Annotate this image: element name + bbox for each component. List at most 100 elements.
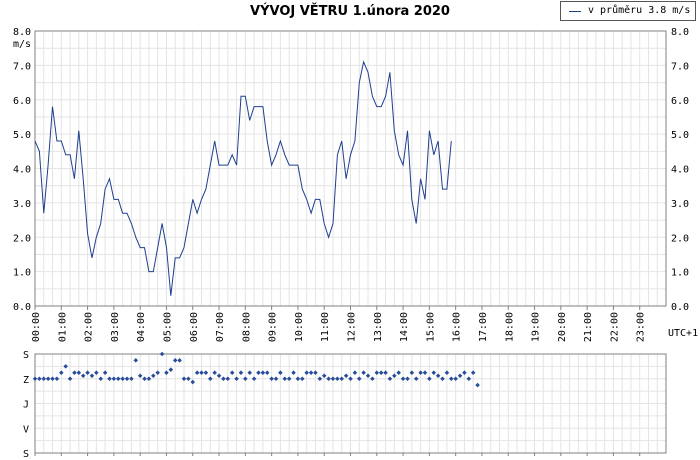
direction-point — [335, 376, 340, 382]
y-tick-label-right: 7.0 — [671, 61, 689, 72]
direction-point — [374, 370, 380, 375]
direction-point — [216, 373, 222, 378]
direction-point — [435, 373, 441, 378]
x-tick-label: 15:00 — [425, 312, 436, 342]
y-tick-label-right: 3.0 — [671, 199, 689, 210]
direction-point — [449, 376, 454, 382]
direction-point — [251, 376, 257, 382]
speed-panel: 0.0 0.0 1.0 1.0 2.0 2.0 3.0 3.0 4.0 4.0 5.0 5.0 6.0 6… — [13, 27, 689, 342]
direction-point — [190, 379, 196, 385]
y-tick-label-right: 6.0 — [671, 96, 689, 107]
x-tick-label: 14:00 — [399, 312, 410, 342]
direction-point — [172, 358, 178, 363]
y-tick-label-right: 0.0 — [671, 302, 689, 313]
direction-point — [212, 370, 217, 375]
direction-point — [300, 376, 305, 382]
direction-point — [418, 370, 423, 375]
direction-point — [396, 370, 401, 375]
direction-point — [321, 373, 327, 378]
x-tick-label: 18:00 — [504, 312, 515, 342]
x-tick-label: 22:00 — [609, 312, 620, 342]
direction-point — [370, 376, 375, 382]
direction-tick-label: S — [23, 449, 29, 460]
direction-point — [177, 358, 182, 363]
direction-point — [229, 370, 235, 375]
direction-point — [462, 370, 467, 375]
x-tick-label: 00:00 — [31, 312, 42, 342]
x-tick-label: 17:00 — [478, 312, 489, 342]
direction-point — [102, 370, 108, 375]
x-tick-label: 06:00 — [189, 312, 200, 342]
x-tick-label: 09:00 — [268, 312, 279, 342]
direction-point — [387, 376, 393, 382]
x-tick-label: 01:00 — [57, 312, 68, 342]
x-tick-label: 21:00 — [583, 312, 594, 342]
legend: v průměru 3.8 m/s — [560, 1, 696, 21]
direction-point — [409, 370, 415, 375]
direction-point — [466, 376, 472, 382]
direction-point — [413, 376, 419, 382]
y-tick-label-left: 0.0 — [13, 302, 31, 313]
direction-point — [273, 376, 279, 382]
direction-point — [348, 376, 353, 382]
direction-point — [378, 370, 384, 375]
direction-point — [221, 376, 226, 382]
y-tick-label-right: 4.0 — [671, 165, 689, 176]
direction-point — [85, 370, 90, 375]
direction-point — [444, 370, 450, 375]
y-tick-label-left: 6.0 — [13, 96, 31, 107]
direction-point — [137, 373, 143, 378]
x-tick-label: 03:00 — [110, 312, 121, 342]
direction-point — [291, 370, 296, 375]
direction-tick-label: S — [23, 350, 29, 361]
y-tick-label-right: 2.0 — [671, 233, 689, 244]
direction-point — [330, 376, 336, 382]
direction-point — [308, 370, 314, 375]
x-tick-label: 07:00 — [215, 312, 226, 342]
y-axis-label: m/s — [13, 39, 31, 50]
direction-tick-label: Z — [23, 375, 29, 386]
direction-point — [256, 370, 261, 375]
y-tick-label-left: 4.0 — [13, 165, 31, 176]
direction-point — [427, 376, 432, 382]
y-tick-label-right: 1.0 — [671, 268, 689, 279]
direction-point — [339, 376, 344, 382]
direction-point — [282, 376, 288, 382]
direction-point — [405, 376, 410, 382]
y-tick-label-left: 2.0 — [13, 233, 31, 244]
y-tick-label-left: 8.0 — [13, 27, 31, 38]
direction-point — [400, 376, 406, 382]
x-tick-label: 13:00 — [373, 312, 384, 342]
x-tick-label: 20:00 — [557, 312, 568, 342]
direction-point — [304, 370, 309, 375]
direction-point — [151, 373, 156, 378]
direction-point — [146, 376, 152, 382]
legend-swatch — [569, 11, 581, 12]
direction-point — [422, 370, 428, 375]
speed-series-line — [34, 60, 452, 296]
direction-point — [260, 370, 266, 375]
direction-point — [431, 370, 437, 375]
direction-panel: S Z J V S — [23, 350, 667, 460]
direction-point — [383, 370, 388, 375]
direction-point — [343, 373, 349, 378]
direction-point — [357, 376, 362, 382]
x-tick-label: 10:00 — [294, 312, 305, 342]
y-tick-label-left: 3.0 — [13, 199, 31, 210]
direction-tick-label: J — [23, 400, 29, 411]
direction-point — [133, 358, 139, 363]
direction-point — [392, 373, 397, 378]
direction-point — [63, 364, 68, 369]
direction-point — [269, 376, 274, 382]
direction-point — [142, 376, 147, 382]
x-tick-label: 11:00 — [320, 312, 331, 342]
direction-point — [181, 376, 187, 382]
direction-point — [470, 370, 476, 375]
timezone-label: UTC+1 — [668, 328, 698, 339]
x-tick-label: 08:00 — [241, 312, 252, 342]
direction-point — [453, 376, 458, 382]
direction-point — [286, 376, 292, 382]
x-tick-label: 12:00 — [347, 312, 358, 342]
direction-point — [317, 376, 323, 382]
